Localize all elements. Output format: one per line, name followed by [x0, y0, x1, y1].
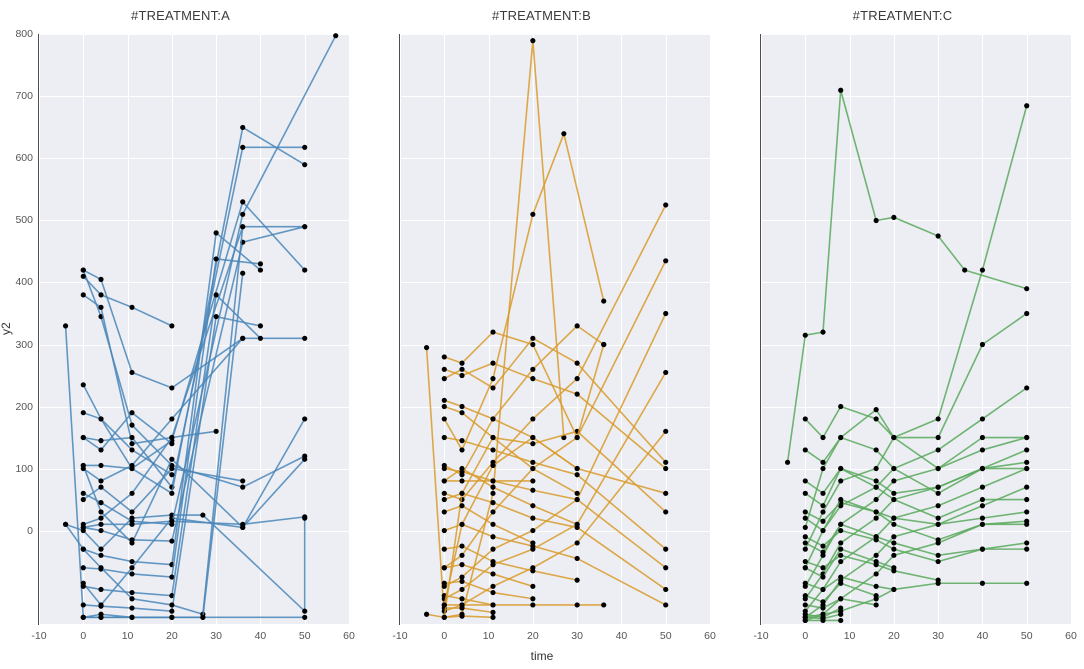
xtick-20-b: 20 — [527, 630, 539, 642]
panel-title-c: #TREATMENT:C — [722, 8, 1083, 23]
xtick-40-b: 40 — [616, 630, 628, 642]
plot-area-a[interactable]: 0 100 200 300 400 500 600 700 800 -10 0 … — [38, 34, 349, 625]
series-svg-c — [761, 34, 1071, 624]
panel-title-b: #TREATMENT:B — [361, 8, 722, 23]
plot-area-c[interactable]: -10 0 10 20 30 40 50 60 — [760, 34, 1071, 625]
xtick-50: 50 — [299, 630, 311, 642]
xtick-0: 0 — [80, 630, 86, 642]
xtick-50-c: 50 — [1021, 630, 1033, 642]
xtick-10: 10 — [122, 630, 134, 642]
panel-treatment-c: #TREATMENT:C -10 — [722, 0, 1083, 669]
ytick-400: 400 — [15, 276, 33, 288]
xtick-40: 40 — [255, 630, 267, 642]
panel-title-a: #TREATMENT:A — [0, 8, 361, 23]
xtick-60-b: 60 — [704, 630, 716, 642]
xtick-30: 30 — [210, 630, 222, 642]
xtick-0-c: 0 — [802, 630, 808, 642]
ytick-100: 100 — [15, 463, 33, 475]
xtick-40-c: 40 — [977, 630, 989, 642]
ytick-600: 600 — [15, 152, 33, 164]
panels-row: #TREATMENT:A — [0, 0, 1084, 669]
panel-treatment-b: #TREATMENT:B -10 — [361, 0, 722, 669]
chart-container: #TREATMENT:A — [0, 0, 1084, 669]
xtick-0-b: 0 — [441, 630, 447, 642]
xtick-20-c: 20 — [888, 630, 900, 642]
xtick-60: 60 — [343, 630, 355, 642]
ytick-0: 0 — [27, 525, 33, 537]
xtick-30-c: 30 — [932, 630, 944, 642]
series-svg-a — [39, 34, 349, 624]
xtick-m10-b: -10 — [392, 630, 407, 642]
xtick-30-b: 30 — [571, 630, 583, 642]
series-svg-b — [400, 34, 710, 624]
ytick-200: 200 — [15, 401, 33, 413]
plot-area-b[interactable]: -10 0 10 20 30 40 50 60 — [399, 34, 710, 625]
ytick-700: 700 — [15, 90, 33, 102]
xtick-60-c: 60 — [1065, 630, 1077, 642]
ytick-800: 800 — [15, 28, 33, 40]
xtick-50-b: 50 — [660, 630, 672, 642]
xtick-10-b: 10 — [483, 630, 495, 642]
xtick-m10-c: -10 — [753, 630, 768, 642]
ytick-500: 500 — [15, 214, 33, 226]
panel-treatment-a: #TREATMENT:A — [0, 0, 361, 669]
ytick-300: 300 — [15, 339, 33, 351]
xaxis-label: time — [0, 649, 1084, 663]
yaxis-label-a: y2 — [0, 322, 13, 335]
xtick-20: 20 — [166, 630, 178, 642]
xtick-10-c: 10 — [844, 630, 856, 642]
xtick-m10: -10 — [31, 630, 46, 642]
